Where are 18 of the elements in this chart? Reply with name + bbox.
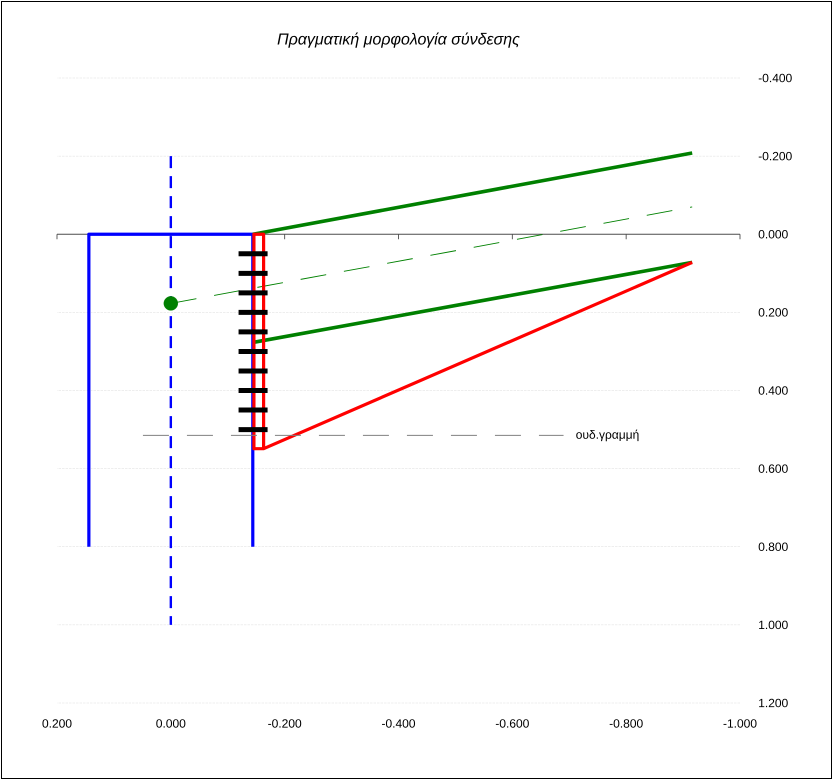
x-tick-label: -0.800: [610, 719, 643, 728]
x-tick-label: -0.200: [268, 719, 302, 728]
y-tick-label: 0.400: [758, 386, 788, 395]
chart-title: Πραγματική μορφολογία σύνδεσης: [278, 32, 520, 48]
y-tick-label: 0.200: [758, 308, 788, 317]
series-label: ουδ.γραμμή: [576, 430, 638, 442]
y-tick-label: -0.400: [758, 74, 792, 82]
x-tick-label: 0.200: [42, 719, 72, 728]
y-tick-label: 0.600: [758, 464, 788, 473]
y-tick-label: 0.000: [758, 230, 788, 238]
y-tick-label: 0.800: [758, 542, 788, 551]
x-tick-label: -0.600: [496, 719, 529, 728]
y-tick-label: 1.000: [759, 620, 788, 630]
x-tick-label: -0.400: [382, 719, 416, 728]
y-tick-label: -0.200: [758, 152, 792, 160]
x-tick-label: 0.000: [156, 719, 186, 728]
y-tick-label: 1.200: [759, 698, 788, 708]
x-tick-label: -1.000: [724, 719, 757, 728]
